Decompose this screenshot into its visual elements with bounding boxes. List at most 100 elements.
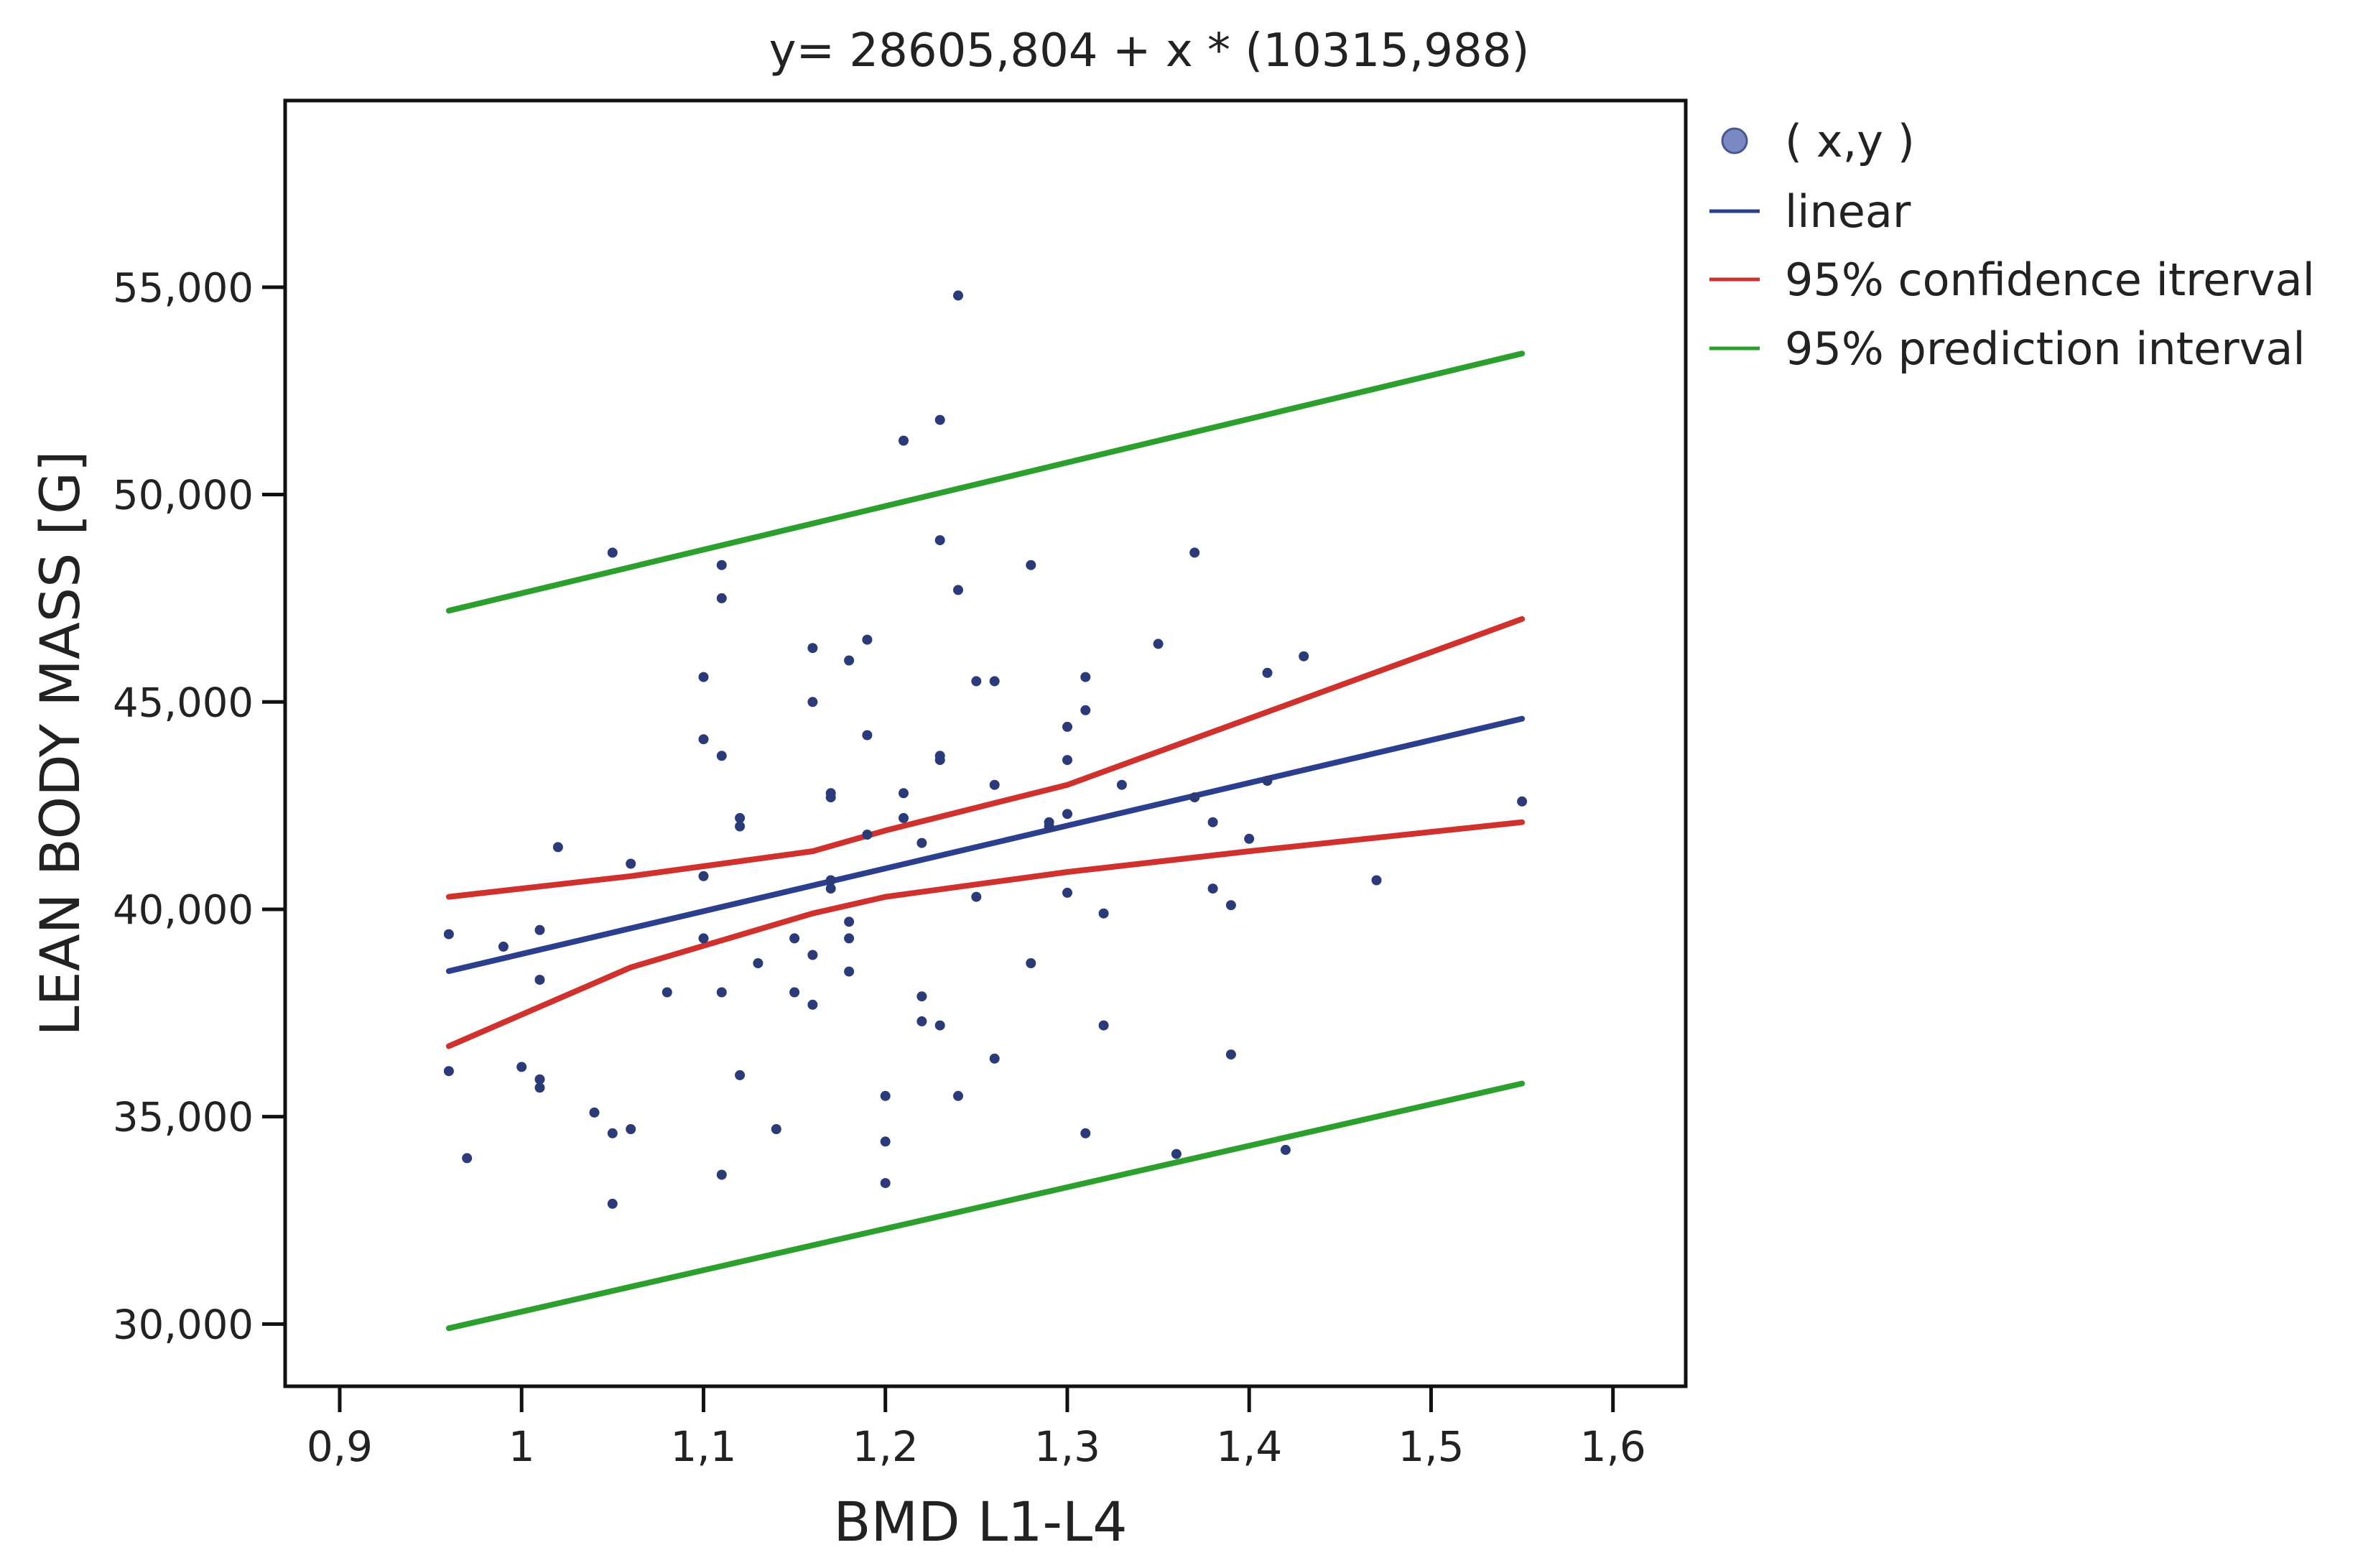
scatter-point [844, 966, 855, 977]
scatter-point [1171, 1149, 1182, 1159]
scatter-point [1044, 817, 1054, 827]
scatter-point [934, 751, 945, 761]
scatter-point [989, 676, 1000, 687]
scatter-point [1062, 887, 1072, 898]
scatter-point [1026, 560, 1036, 570]
scatter-point [1262, 667, 1273, 678]
scatter-point [1299, 651, 1309, 662]
scatter-point [899, 788, 909, 799]
scatter-point [934, 1020, 945, 1031]
scatter-point [698, 734, 709, 745]
scatter-point [534, 1074, 545, 1085]
scatter-point [516, 1062, 527, 1072]
scatter-point [844, 655, 855, 666]
scatter-point [626, 1124, 636, 1134]
scatter-point [1225, 900, 1236, 911]
scatter-point [1026, 958, 1036, 968]
scatter-point [1080, 705, 1091, 715]
scatter-point [589, 1107, 600, 1118]
scatter-point [716, 1169, 727, 1180]
legend: ( x,y ) linear 95% confidence itrerval 9… [1684, 101, 2315, 395]
scatter-point [607, 1128, 618, 1138]
scatter-point [462, 1153, 473, 1164]
scatter-point [1062, 721, 1072, 732]
scatter-point [862, 730, 873, 741]
scatter-point [1189, 547, 1200, 558]
scatter-point [753, 958, 763, 968]
legend-label-prediction: 95% prediction interval [1785, 323, 2306, 375]
scatter-point [698, 672, 709, 682]
scatter-point [1153, 639, 1164, 649]
scatter-point [607, 1198, 618, 1209]
y-axis: 30,000 35,000 40,000 45,000 50,000 55,000 [113, 265, 285, 1348]
scatter-point [1098, 1020, 1109, 1031]
scatter-point [1080, 1128, 1091, 1138]
legend-marker-icon [1721, 127, 1748, 154]
scatter-point [1098, 908, 1109, 919]
y-tick-label: 45,000 [113, 679, 254, 726]
scatter-point [899, 435, 909, 446]
series-line-4 [445, 1080, 1526, 1332]
scatter-point [1116, 779, 1127, 790]
scatter-point [498, 941, 509, 952]
scatter-point [953, 290, 963, 301]
scatter-point [807, 950, 818, 960]
x-tick-label: 1,4 [1216, 1422, 1282, 1471]
scatter-point [862, 830, 873, 840]
scatter-point [735, 821, 746, 832]
scatter-point [698, 871, 709, 881]
plot-area-frame [283, 98, 1688, 1388]
scatter-point [698, 933, 709, 944]
scatter-point [807, 697, 818, 708]
scatter-point [880, 1178, 891, 1189]
y-axis-title: LEAN BODY MASS [G] [28, 450, 92, 1036]
x-tick-label: 1,6 [1580, 1422, 1646, 1471]
scatter-point [1244, 833, 1255, 844]
scatter-point [880, 1090, 891, 1101]
scatter-point [1062, 809, 1072, 820]
y-tick-label: 30,000 [113, 1302, 254, 1348]
scatter-point [716, 560, 727, 570]
y-tick-label: 50,000 [113, 473, 254, 519]
scatter-point [789, 987, 800, 998]
data-points [443, 290, 1528, 1209]
scatter-point [626, 858, 636, 869]
scatter-point [1371, 875, 1382, 886]
fit-lines [445, 351, 1526, 1332]
scatter-point [1207, 883, 1218, 894]
legend-entry-confidence: 95% confidence itrerval [1709, 254, 2315, 306]
legend-entry-linear: linear [1709, 185, 1911, 238]
scatter-point [552, 842, 563, 853]
series-line-3 [445, 351, 1526, 614]
x-tick-label: 1,2 [853, 1422, 919, 1471]
scatter-point [534, 1082, 545, 1093]
scatter-point [1262, 776, 1273, 786]
scatter-point [934, 535, 945, 546]
scatter-point [844, 917, 855, 927]
x-tick-label: 1,5 [1398, 1422, 1464, 1471]
scatter-point [534, 975, 545, 985]
scatter-point [825, 875, 836, 886]
scatter-point [1225, 1049, 1236, 1060]
legend-entry-points: ( x,y ) [1721, 115, 1915, 167]
scatter-point [989, 1053, 1000, 1064]
y-tick-label: 55,000 [113, 265, 254, 312]
x-tick-label: 1,3 [1034, 1422, 1100, 1471]
scatter-point [971, 676, 982, 687]
legend-label-points: ( x,y ) [1785, 115, 1915, 167]
scatter-point [807, 643, 818, 654]
chart-title: y= 28605,804 + x * (10315,988) [769, 24, 1530, 78]
scatter-point [1207, 817, 1218, 827]
scatter-point [716, 987, 727, 998]
scatter-point [844, 933, 855, 944]
x-axis: 0,9 1 1,1 1,2 1,3 1,4 1,5 1,6 [307, 1386, 1646, 1471]
scatter-point [880, 1136, 891, 1147]
scatter-point [735, 812, 746, 823]
scatter-point [735, 1070, 746, 1080]
scatter-point [989, 779, 1000, 790]
scatter-point [825, 883, 836, 894]
scatter-point [607, 547, 618, 558]
scatter-point [1080, 672, 1091, 682]
x-axis-title: BMD L1-L4 [833, 1490, 1127, 1554]
